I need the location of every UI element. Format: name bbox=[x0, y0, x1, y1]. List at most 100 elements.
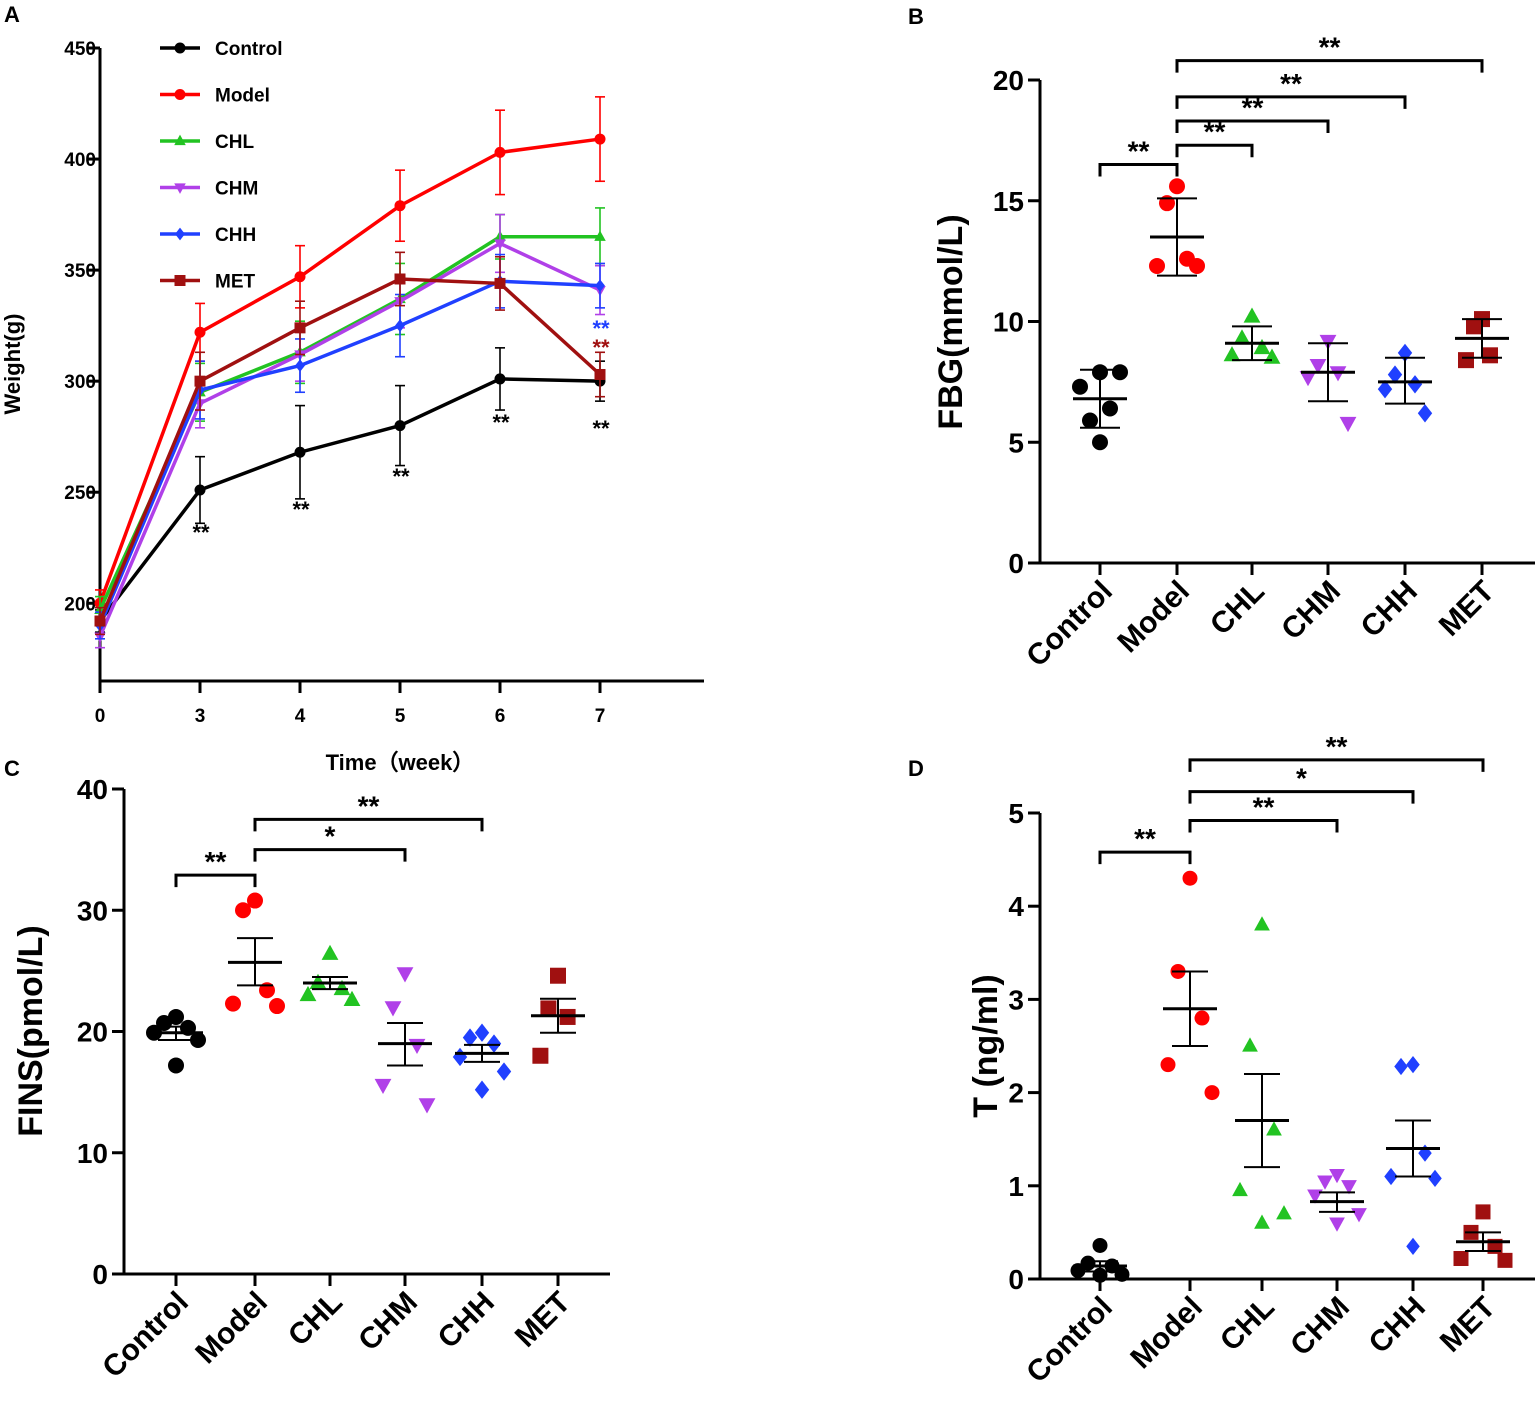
data-point bbox=[452, 1047, 468, 1067]
data-point bbox=[1102, 400, 1118, 417]
series-model bbox=[94, 96, 606, 618]
legend-label: CHM bbox=[215, 179, 258, 200]
data-point bbox=[1189, 257, 1205, 274]
data-point bbox=[594, 230, 606, 241]
x-category-label: CHM bbox=[1275, 575, 1347, 647]
group-model bbox=[1160, 870, 1220, 1101]
data-point bbox=[269, 998, 285, 1015]
bracket-label: ** bbox=[358, 790, 380, 821]
group-chl bbox=[299, 944, 361, 1006]
series-line bbox=[98, 235, 600, 611]
data-point bbox=[1329, 1168, 1345, 1184]
x-tick-label: 0 bbox=[95, 706, 106, 727]
significance-bracket: * bbox=[253, 821, 407, 862]
x-category-label: CHL bbox=[1214, 1291, 1281, 1358]
y-axis-title: FINS(pmol/L) bbox=[12, 925, 50, 1137]
x-tick-label: 3 bbox=[195, 706, 206, 727]
y-tick-label: 10 bbox=[993, 307, 1024, 338]
y-tick-label: 20 bbox=[77, 1017, 108, 1048]
data-point bbox=[1243, 307, 1261, 323]
data-point bbox=[194, 326, 206, 338]
data-point bbox=[394, 420, 406, 432]
panel-label-a: A bbox=[4, 2, 20, 27]
data-point bbox=[225, 995, 241, 1012]
bracket-label: ** bbox=[1280, 68, 1302, 99]
series-line bbox=[98, 241, 601, 638]
significance-bracket: ** bbox=[1188, 731, 1485, 772]
x-tick-label: 6 bbox=[495, 706, 506, 727]
data-point bbox=[194, 484, 206, 496]
data-point bbox=[94, 615, 106, 627]
data-point bbox=[396, 967, 414, 983]
x-category-label: MET bbox=[1433, 575, 1501, 643]
bracket-line bbox=[1175, 143, 1254, 158]
significance-bracket: ** bbox=[1188, 791, 1339, 833]
data-point bbox=[1406, 1237, 1420, 1256]
data-point bbox=[1307, 1189, 1323, 1204]
y-tick-label: 10 bbox=[77, 1138, 108, 1169]
x-category-label: Model bbox=[1124, 1291, 1209, 1376]
y-tick-label: 40 bbox=[77, 774, 108, 805]
y-tick-label: 200 bbox=[64, 594, 96, 615]
data-point bbox=[1384, 1167, 1398, 1186]
data-point bbox=[1339, 416, 1357, 433]
bracket-line bbox=[1098, 850, 1192, 865]
y-tick-label: 0 bbox=[1008, 1264, 1024, 1295]
data-point bbox=[1266, 1121, 1282, 1136]
data-point bbox=[494, 277, 506, 289]
bracket-line bbox=[1098, 163, 1179, 177]
data-point bbox=[1254, 916, 1270, 931]
group-chm bbox=[1307, 1168, 1367, 1232]
data-point bbox=[1329, 1217, 1345, 1232]
group-chm bbox=[374, 967, 436, 1114]
bracket-label: ** bbox=[1326, 731, 1348, 762]
data-point bbox=[1309, 358, 1327, 375]
data-point bbox=[418, 1098, 436, 1114]
data-point bbox=[294, 446, 306, 458]
significance-bracket: ** bbox=[174, 846, 257, 888]
data-point bbox=[1458, 352, 1474, 369]
x-category-label: CHH bbox=[1363, 1291, 1432, 1360]
data-point bbox=[1387, 365, 1403, 384]
panel-label-d: D bbox=[908, 756, 924, 781]
x-category-label: CHM bbox=[352, 1286, 424, 1358]
x-category-label: Model bbox=[1111, 575, 1196, 660]
data-point bbox=[1406, 1056, 1420, 1074]
x-category-label: MET bbox=[1434, 1291, 1502, 1359]
data-point bbox=[1417, 404, 1433, 423]
data-point bbox=[594, 133, 606, 145]
group-met bbox=[1455, 311, 1509, 369]
data-point bbox=[394, 200, 406, 212]
data-point bbox=[1169, 178, 1185, 195]
bracket-label: ** bbox=[1319, 32, 1341, 63]
data-point bbox=[1092, 1237, 1108, 1253]
group-met bbox=[531, 967, 585, 1064]
significance-bracket: * bbox=[1188, 763, 1415, 804]
y-tick-label: 5 bbox=[1008, 798, 1024, 829]
data-point bbox=[1317, 1175, 1333, 1190]
data-point bbox=[1466, 318, 1482, 335]
data-point bbox=[532, 1047, 549, 1064]
legend-marker bbox=[174, 134, 186, 146]
data-point bbox=[1160, 1057, 1176, 1073]
significance-bracket: ** bbox=[1175, 116, 1254, 158]
series-line bbox=[98, 279, 601, 627]
y-tick-label: 0 bbox=[1008, 548, 1024, 579]
panel-label-b: B bbox=[908, 4, 924, 29]
data-point bbox=[168, 1057, 184, 1074]
significance-bracket: ** bbox=[253, 790, 484, 832]
data-point bbox=[1341, 1180, 1357, 1195]
bracket-label: * bbox=[325, 821, 336, 852]
data-point bbox=[1072, 378, 1088, 395]
group-model bbox=[1149, 178, 1205, 277]
significance-mark: ** bbox=[592, 335, 610, 360]
panel-d-testosterone-chart: 0 1 2 3 4 5 Control Model CHL CHM CHH MET T (ng/ml) *… bbox=[967, 731, 1535, 1389]
x-category-label: MET bbox=[509, 1286, 577, 1354]
y-axis-title: T (ng/ml) bbox=[967, 974, 1005, 1118]
legend-marker bbox=[174, 275, 186, 286]
data-point bbox=[1351, 1208, 1367, 1223]
x-axis-title: Time（week） bbox=[326, 750, 475, 775]
significance-bracket: ** bbox=[1098, 823, 1192, 865]
x-category-label: Control bbox=[1020, 1291, 1119, 1390]
series-line bbox=[98, 377, 601, 623]
